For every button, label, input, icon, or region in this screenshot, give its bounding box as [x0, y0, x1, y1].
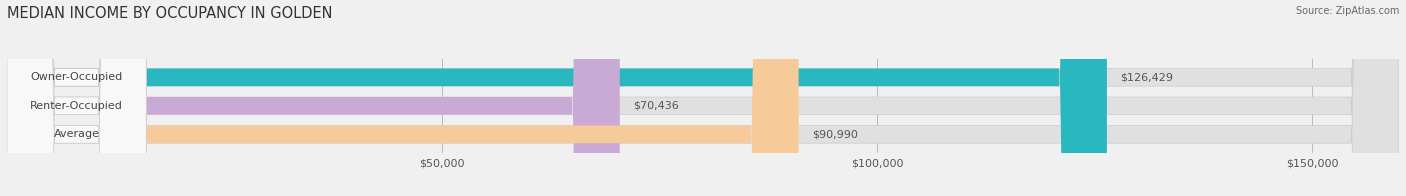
FancyBboxPatch shape [7, 0, 620, 196]
Text: $90,990: $90,990 [811, 129, 858, 139]
FancyBboxPatch shape [7, 0, 1399, 196]
FancyBboxPatch shape [7, 0, 146, 196]
Text: $126,429: $126,429 [1121, 72, 1173, 82]
Text: $70,436: $70,436 [633, 101, 679, 111]
Text: MEDIAN INCOME BY OCCUPANCY IN GOLDEN: MEDIAN INCOME BY OCCUPANCY IN GOLDEN [7, 6, 333, 21]
Text: Owner-Occupied: Owner-Occupied [31, 72, 122, 82]
FancyBboxPatch shape [7, 0, 146, 196]
FancyBboxPatch shape [7, 0, 1107, 196]
Text: Source: ZipAtlas.com: Source: ZipAtlas.com [1295, 6, 1399, 16]
Text: Average: Average [53, 129, 100, 139]
Text: Renter-Occupied: Renter-Occupied [30, 101, 124, 111]
FancyBboxPatch shape [7, 0, 1399, 196]
FancyBboxPatch shape [7, 0, 799, 196]
FancyBboxPatch shape [7, 0, 146, 196]
FancyBboxPatch shape [7, 0, 1399, 196]
